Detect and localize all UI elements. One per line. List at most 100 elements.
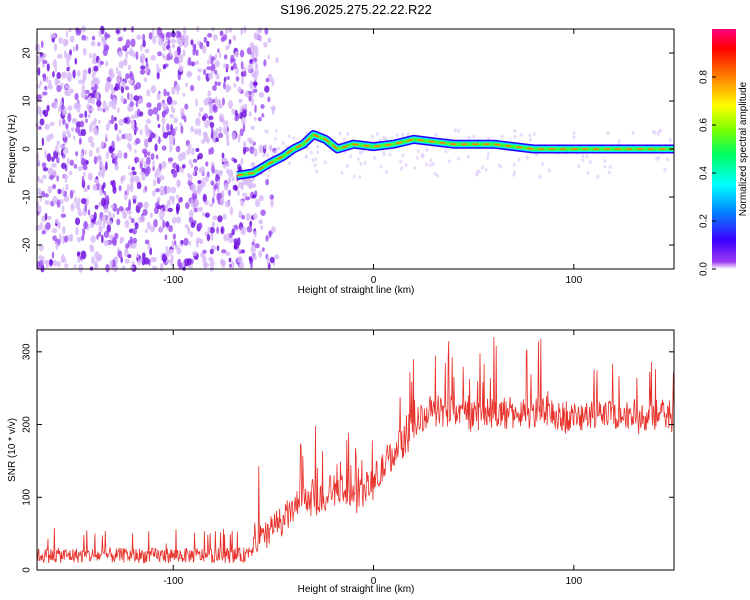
noise-dot [139,129,143,136]
noise-dot [134,156,140,163]
noise-dot [225,251,231,257]
noise-dot [178,54,184,63]
noise-dot [44,200,50,205]
noise-dot [218,132,224,139]
noise-dot [230,57,236,63]
noise-dot [204,120,209,129]
noise-dot [124,219,130,229]
noise-dot [113,116,117,122]
noise-dot [165,249,171,258]
noise-dot [271,226,276,233]
noise-dot [155,202,158,208]
noise-dot [115,29,120,34]
noise-dot [179,122,183,127]
noise-dot [211,165,215,174]
noise-dot [144,167,150,177]
noise-dot [90,41,96,47]
noise-dot [130,119,136,125]
noise-dot [93,211,97,221]
noise-dot [89,52,92,59]
noise-dot [52,195,58,203]
noise-dot [222,163,227,169]
noise-dot [596,174,600,179]
noise-dot [267,54,271,60]
noise-dot [126,188,130,197]
noise-dot [168,47,172,54]
noise-dot [64,177,68,183]
noise-dot [208,203,214,208]
noise-dot [192,158,198,163]
noise-dot [75,29,82,36]
noise-dot [65,122,69,130]
noise-dot [147,137,153,143]
snr-series-line [36,336,675,564]
noise-dot [233,83,237,88]
noise-dot [41,174,47,180]
noise-dot [431,161,435,166]
noise-dot [90,86,95,91]
noise-dot [180,167,184,174]
noise-dot [315,169,319,174]
chart-title: S196.2025.275.22.22.R22 [280,2,432,17]
noise-dot [195,239,199,248]
noise-dot [51,251,55,259]
noise-dot [217,215,223,223]
noise-dot [158,135,161,145]
noise-dot [475,172,479,177]
noise-dot [174,126,178,132]
noise-dot [259,35,263,43]
noise-dot [467,135,471,140]
noise-dot [180,34,187,43]
noise-dot [244,92,249,97]
noise-dot [472,134,476,139]
noise-dot [130,38,136,48]
noise-dot [500,134,504,139]
noise-dot [211,197,215,204]
noise-dot [93,65,99,72]
noise-dot [100,140,105,148]
noise-dot [404,162,408,167]
colorbar-label: Normalized spectral amplitude [738,81,749,216]
noise-dot [166,31,172,38]
noise-dot [94,83,98,92]
noise-dot [271,108,275,115]
noise-dot [171,43,176,49]
noise-dot [382,151,386,156]
noise-dot [76,251,81,256]
noise-dot [237,248,241,253]
noise-dot [178,40,183,48]
noise-dot [147,151,151,156]
noise-dot [142,39,146,48]
noise-dot [255,50,259,58]
noise-dot [82,47,87,56]
noise-dot [190,222,196,228]
noise-dot [228,263,232,268]
noise-dot [73,135,76,140]
noise-dot [187,57,192,66]
noise-dot [54,144,59,153]
noise-dot [192,43,197,49]
noise-dot [67,113,72,123]
colorbar: 0.0 0.2 0.4 0.6 0.8 Normalized spectral ampl… [699,29,749,276]
noise-dot [401,153,405,158]
noise-dot [292,136,296,141]
noise-dot [274,128,278,133]
noise-dot [104,38,107,46]
noise-dot [129,183,134,193]
noise-dot [195,117,201,127]
noise-dot [231,131,237,141]
noise-dot [241,76,244,85]
noise-dot [210,59,214,65]
noise-dot [581,158,585,163]
noise-dot [241,115,246,125]
noise-dot [212,215,218,221]
noise-dot [129,70,133,77]
noise-dot [192,48,196,56]
noise-dot [188,174,193,182]
noise-dot [125,243,130,249]
noise-dot [193,165,199,173]
ridge-core [237,133,674,177]
noise-dot [140,171,145,176]
noise-dot [202,249,207,254]
